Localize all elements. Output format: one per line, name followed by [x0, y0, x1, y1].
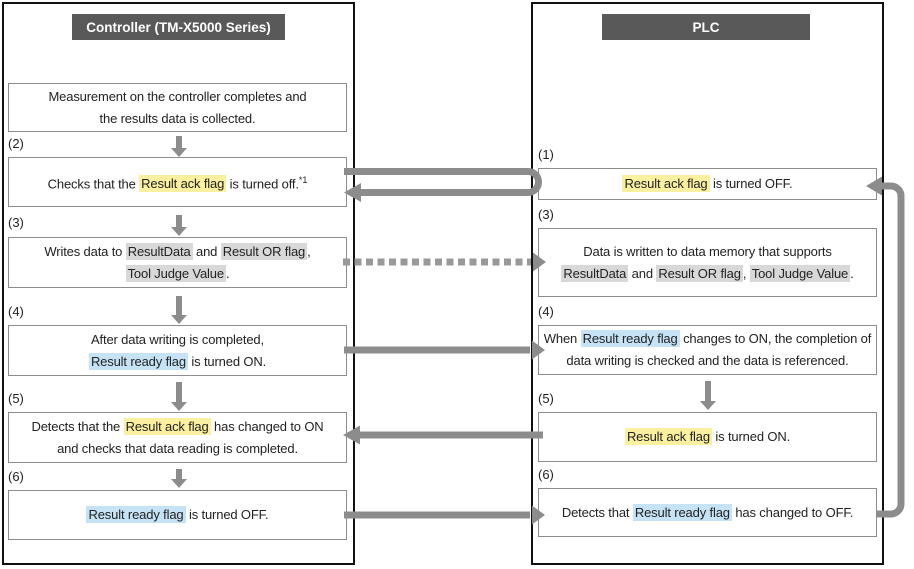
highlight-gray: Result OR flag [656, 264, 743, 282]
text-segment: Writes data to [44, 243, 126, 259]
box-text-line: Result ack flag is turned OFF. [540, 173, 875, 195]
text-segment: Measurement on the controller completes … [48, 88, 307, 104]
footnote-marker: *1 [298, 174, 308, 185]
box-text-line: Result ready flag is turned ON. [10, 351, 345, 373]
controller-step-label-2: (2) [8, 136, 24, 151]
controller-header: Controller (TM-X5000 Series) [72, 14, 285, 40]
box-text-line: Measurement on the controller completes … [10, 86, 345, 108]
arrow-data-write-dashed [343, 252, 546, 272]
plc-step-label-1: (1) [538, 147, 554, 162]
highlight-yellow: Result ack flag [139, 175, 227, 193]
text-segment: is turned OFF. [709, 176, 793, 191]
text-segment: , [742, 265, 750, 281]
highlight-blue: Result ready flag [86, 506, 186, 523]
text-segment: , [307, 243, 311, 259]
controller-step-box-2: Checks that the Result ack flag is turne… [8, 157, 347, 207]
plc-step-box-4: When Result ready flag changes to ON, th… [538, 325, 877, 375]
arrow-result-ready-on [344, 340, 545, 360]
highlight-gray: ResultData [561, 264, 629, 282]
text-segment: Checks that the [47, 176, 140, 192]
plc-step-label-4: (4) [538, 304, 554, 319]
text-segment: . [225, 265, 230, 281]
plc-step-box-5: Result ack flag is turned ON. [538, 412, 877, 462]
arrow-result-ready-off [344, 505, 545, 525]
text-segment: and [628, 265, 657, 281]
controller-step-box-3: Writes data to ResultData and Result OR … [8, 237, 347, 288]
controller-step-label-6: (6) [8, 469, 24, 484]
box-text-line: Result ready flag is turned OFF. [10, 504, 345, 526]
text-segment: data writing is checked and the data is … [566, 353, 849, 368]
text-segment: changes to ON, the completion of [679, 331, 872, 346]
box-text-line: the results data is collected. [10, 108, 345, 130]
text-segment: . [850, 265, 854, 281]
box-text-line: Checks that the Result ack flag is turne… [10, 169, 345, 195]
controller-step-label-5: (5) [8, 391, 24, 406]
text-segment: is turned OFF. [185, 507, 269, 522]
box-text-line: data writing is checked and the data is … [540, 350, 875, 372]
plc-header: PLC [602, 14, 810, 40]
plc-step-label-6: (6) [538, 467, 554, 482]
controller-step-box: Measurement on the controller completes … [8, 83, 347, 132]
text-segment: When [543, 331, 581, 346]
highlight-blue: Result ready flag [632, 503, 732, 521]
highlight-yellow: Result ack flag [622, 175, 710, 192]
box-text-line: After data writing is completed, [10, 329, 345, 351]
text-segment: Data is written to data memory that supp… [583, 243, 832, 259]
controller-step-box-4: After data writing is completed, Result r… [8, 325, 347, 376]
plc-step-box-6: Detects that Result ready flag has chang… [538, 488, 877, 537]
controller-step-label-3: (3) [8, 215, 24, 230]
text-segment: Detects that the [31, 418, 124, 434]
box-text-line: Detects that the Result ack flag has cha… [10, 416, 345, 438]
box-text-line: Tool Judge Value. [10, 263, 345, 285]
controller-step-label-4: (4) [8, 304, 24, 319]
box-text-line: and checks that data reading is complete… [10, 438, 345, 460]
text-segment: is turned ON. [187, 353, 267, 369]
text-segment: the results data is collected. [99, 110, 256, 126]
highlight-blue: Result ready flag [580, 330, 680, 347]
text-segment: and [192, 243, 221, 259]
highlight-gray: Result OR flag [220, 242, 308, 260]
highlight-gray: Tool Judge Value [125, 264, 226, 282]
arrow-result-ack-on [343, 425, 543, 445]
controller-step-box-6: Result ready flag is turned OFF. [8, 490, 347, 540]
box-text-line: When Result ready flag changes to ON, th… [540, 328, 875, 350]
text-segment: Detects that [561, 504, 633, 520]
box-text-line: Data is written to data memory that supp… [540, 241, 875, 263]
text-segment: has changed to ON [210, 418, 324, 434]
controller-step-box-5: Detects that the Result ack flag has cha… [8, 412, 347, 463]
text-segment: is turned ON. [711, 429, 791, 444]
box-text-line: Writes data to ResultData and Result OR … [10, 241, 345, 263]
highlight-yellow: Result ack flag [624, 428, 712, 445]
plc-step-box-3: Data is written to data memory that supp… [538, 228, 877, 297]
text-segment: is turned off. [226, 176, 299, 192]
box-text-line: Result ack flag is turned ON. [540, 426, 875, 448]
controller-panel [2, 2, 355, 565]
highlight-blue: Result ready flag [88, 352, 188, 370]
plc-step-box-1: Result ack flag is turned OFF. [538, 168, 877, 200]
box-text-line: Detects that Result ready flag has chang… [540, 502, 875, 524]
arrow-check-ack-flag-uturn [344, 168, 542, 202]
text-segment: After data writing is completed, [91, 331, 264, 347]
text-segment: has changed to OFF. [731, 504, 854, 520]
highlight-gray: ResultData [125, 242, 193, 260]
plc-step-label-5: (5) [538, 391, 554, 406]
plc-step-label-3: (3) [538, 207, 554, 222]
box-text-line: ResultData and Result OR flag, Tool Judg… [540, 263, 875, 285]
text-segment: and checks that data reading is complete… [57, 440, 298, 456]
highlight-gray: Tool Judge Value [749, 264, 851, 282]
highlight-yellow: Result ack flag [123, 417, 211, 435]
